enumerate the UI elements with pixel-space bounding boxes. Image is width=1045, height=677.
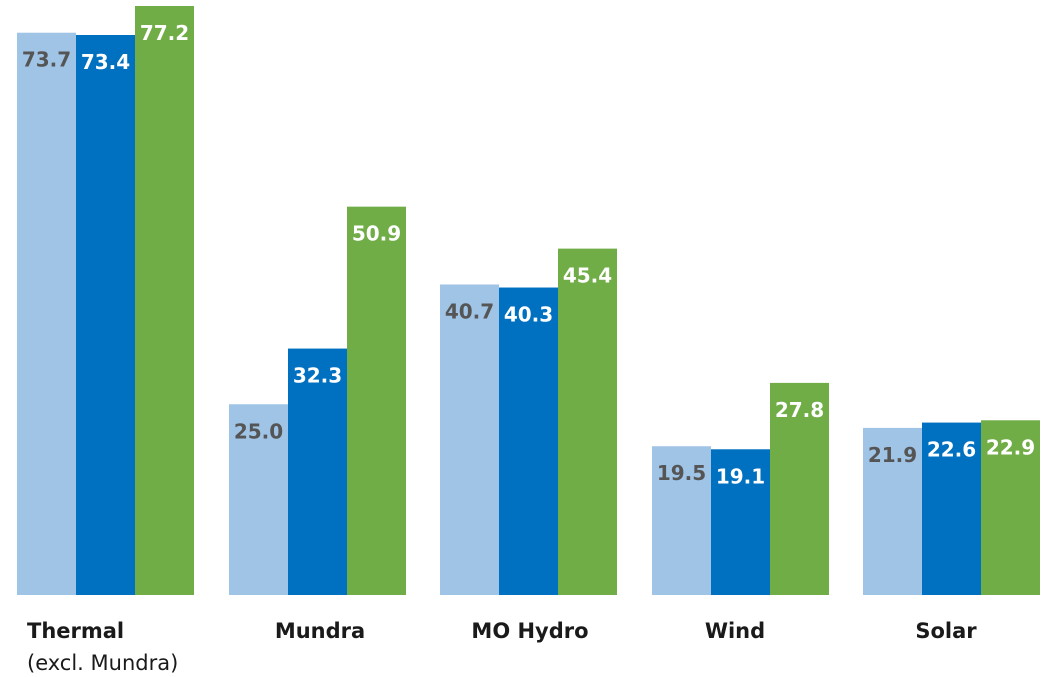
category-label-solar: Solar bbox=[915, 619, 977, 643]
bar-mundra-series-2 bbox=[288, 348, 347, 595]
bar-wind-series-2 bbox=[711, 449, 770, 595]
bar-thermal-series-2 bbox=[76, 34, 135, 595]
bar-thermal-series-3 bbox=[135, 6, 194, 595]
category-label-thermal: Thermal bbox=[27, 619, 124, 643]
data-label-solar-series-3: 22.9 bbox=[986, 435, 1035, 459]
category-sublabel-thermal: (excl. Mundra) bbox=[27, 651, 178, 675]
bar-wind-series-1 bbox=[652, 446, 711, 595]
data-label-mundra-series-2: 32.3 bbox=[293, 364, 342, 388]
data-label-thermal-series-2: 73.4 bbox=[81, 50, 130, 74]
bar-mo-hydro-series-2 bbox=[499, 287, 558, 595]
bar-mundra-series-1 bbox=[229, 404, 288, 595]
data-label-wind-series-2: 19.1 bbox=[716, 464, 765, 488]
data-label-mo-hydro-series-1: 40.7 bbox=[445, 299, 494, 323]
bar-mo-hydro-series-1 bbox=[440, 284, 499, 595]
bar-mundra-series-3 bbox=[347, 206, 406, 595]
data-label-solar-series-1: 21.9 bbox=[868, 443, 917, 467]
bar-wind-series-3 bbox=[770, 382, 829, 595]
data-label-mo-hydro-series-2: 40.3 bbox=[504, 303, 553, 327]
data-label-thermal-series-1: 73.7 bbox=[22, 48, 71, 72]
data-label-wind-series-3: 27.8 bbox=[775, 398, 824, 422]
data-label-wind-series-1: 19.5 bbox=[657, 461, 706, 485]
bar-solar-series-2 bbox=[922, 422, 981, 595]
bar-thermal-series-1 bbox=[17, 32, 76, 595]
data-label-solar-series-2: 22.6 bbox=[927, 438, 976, 462]
bar-solar-series-3 bbox=[981, 420, 1040, 595]
data-label-mundra-series-1: 25.0 bbox=[234, 419, 283, 443]
data-label-mundra-series-3: 50.9 bbox=[352, 222, 401, 246]
data-label-thermal-series-3: 77.2 bbox=[140, 21, 189, 45]
bar-solar-series-1 bbox=[863, 427, 922, 595]
category-label-mo-hydro: MO Hydro bbox=[471, 619, 588, 643]
category-label-wind: Wind bbox=[705, 619, 765, 643]
category-label-mundra: Mundra bbox=[275, 619, 365, 643]
bar-mo-hydro-series-3 bbox=[558, 248, 617, 595]
data-label-mo-hydro-series-3: 45.4 bbox=[563, 264, 612, 288]
